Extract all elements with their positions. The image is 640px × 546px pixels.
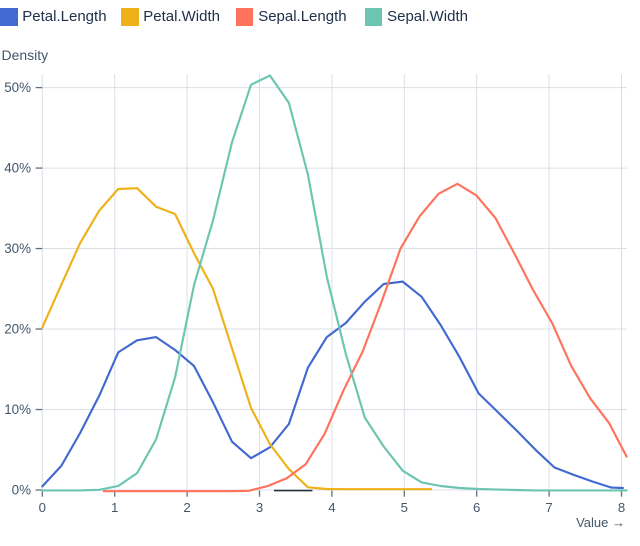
svg-text:8: 8 <box>618 500 625 515</box>
svg-text:0: 0 <box>39 500 46 515</box>
svg-text:20%: 20% <box>4 322 31 337</box>
svg-text:2: 2 <box>183 500 190 515</box>
svg-text:50%: 50% <box>4 80 31 95</box>
svg-text:1: 1 <box>111 500 118 515</box>
svg-text:40%: 40% <box>4 161 31 176</box>
svg-text:5: 5 <box>401 500 408 515</box>
svg-text:10%: 10% <box>4 402 31 417</box>
svg-text:Density: Density <box>2 47 49 63</box>
svg-text:Value →: Value → <box>576 515 625 530</box>
svg-text:6: 6 <box>473 500 480 515</box>
svg-text:30%: 30% <box>4 241 31 256</box>
svg-text:0%: 0% <box>12 483 31 498</box>
svg-text:4: 4 <box>328 500 335 515</box>
svg-text:3: 3 <box>256 500 263 515</box>
svg-text:7: 7 <box>545 500 552 515</box>
